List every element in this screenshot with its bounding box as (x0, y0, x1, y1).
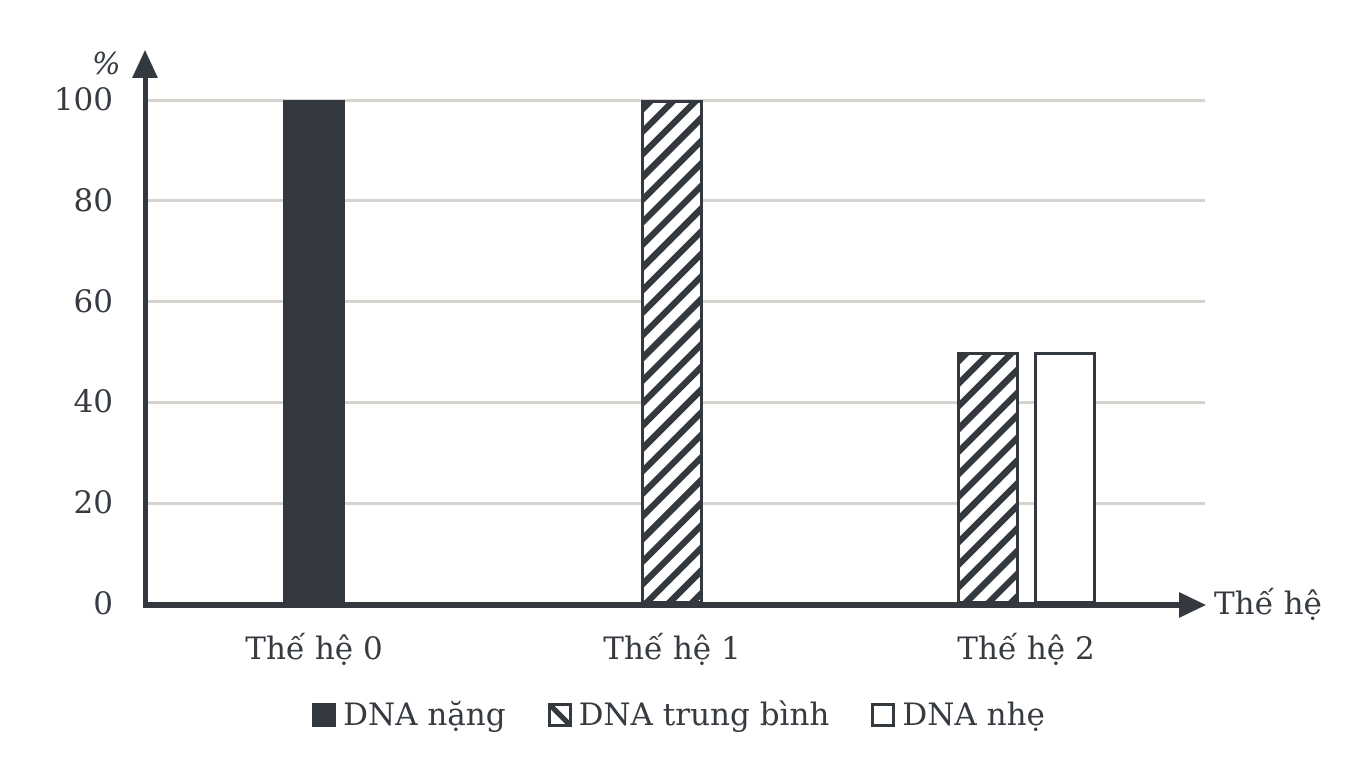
x-axis-arrow-icon (1179, 592, 1206, 618)
x-category-label: Thế hệ 0 (245, 631, 383, 667)
bar-solid (283, 100, 345, 604)
legend-item: DNA nặng (312, 697, 506, 733)
legend-label: DNA nặng (343, 697, 506, 733)
y-tick-label: 20 (73, 485, 113, 522)
y-axis-unit-label: % (92, 47, 121, 82)
legend: DNA nặng DNA trung bình DNA nhẹ (0, 697, 1357, 733)
legend-label: DNA trung bình (578, 697, 830, 733)
bar-open (1033, 352, 1096, 604)
bar-hatched (641, 100, 703, 604)
y-tick-label: 40 (73, 384, 113, 421)
y-tick-label: 0 (93, 586, 113, 622)
x-category-label: Thế hệ 2 (957, 631, 1095, 667)
legend-marker-open-icon (871, 703, 896, 727)
legend-marker-solid-icon (312, 703, 337, 727)
x-category-label: Thế hệ 1 (603, 631, 741, 667)
y-tick-label: 60 (73, 283, 113, 320)
y-axis-arrow-icon (132, 50, 158, 78)
legend-item: DNA nhẹ (871, 697, 1045, 733)
y-tick-label: 100 (53, 82, 113, 118)
legend-item: DNA trung bình (547, 697, 830, 733)
legend-label: DNA nhẹ (902, 697, 1045, 733)
y-tick-label: 80 (73, 182, 113, 219)
x-axis-title: Thế hệ (1214, 586, 1322, 622)
legend-marker-hatched-icon (547, 703, 572, 727)
bar-hatched (956, 352, 1019, 604)
y-axis-line (143, 66, 148, 608)
x-axis-line (143, 602, 1181, 608)
